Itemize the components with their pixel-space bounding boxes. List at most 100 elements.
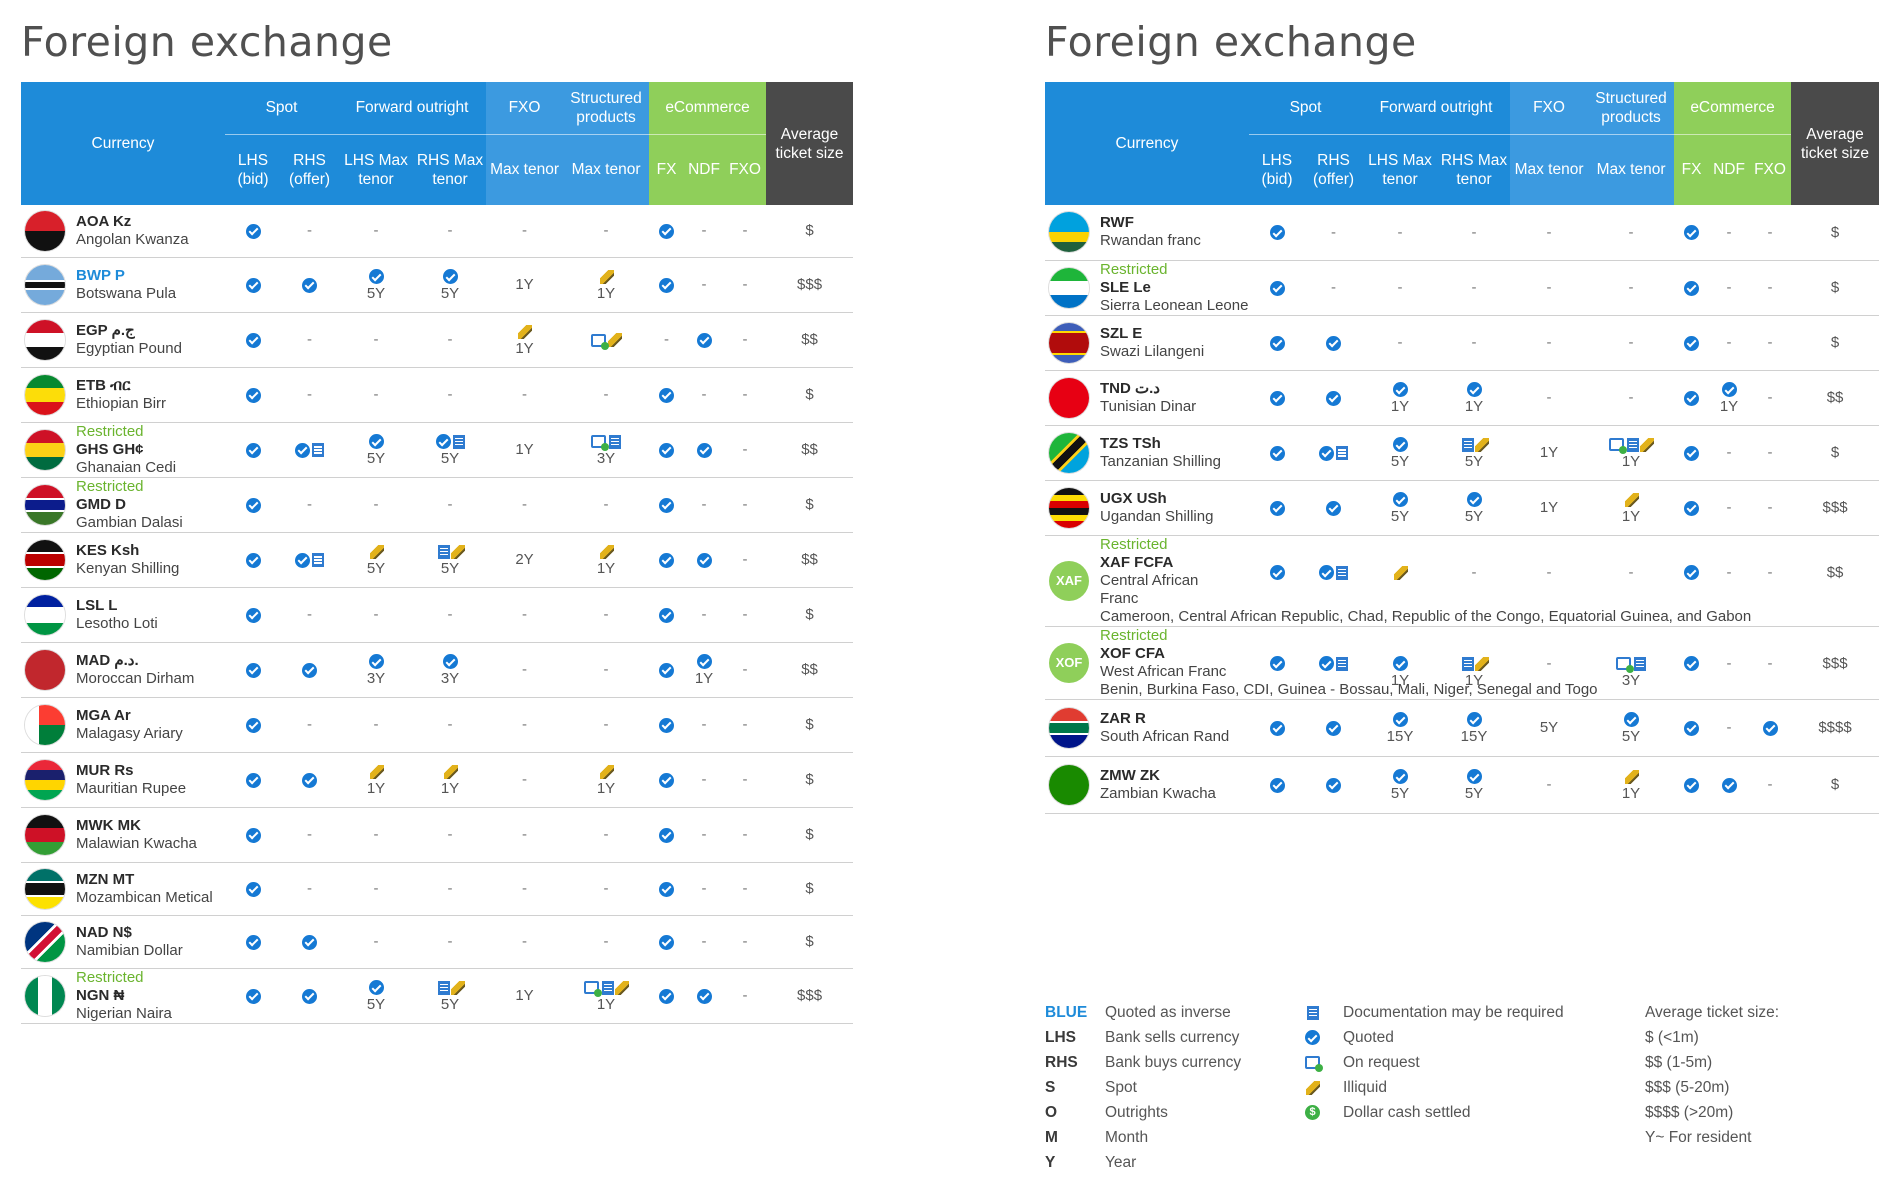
header-spot: Spot	[1249, 82, 1363, 135]
header-fxo-tenor: Max tenor	[1510, 134, 1589, 205]
quoted-check-icon	[696, 442, 712, 458]
empty-dash: -	[1767, 389, 1773, 406]
quoted-check-icon	[1269, 445, 1285, 461]
tenor-label: 5Y	[1464, 452, 1484, 470]
empty-dash: -	[373, 826, 379, 843]
value-cell: 1Y	[1510, 480, 1589, 536]
flag-icon	[25, 921, 65, 962]
restricted-label: Restricted	[1100, 260, 1168, 278]
quoted-check-icon	[245, 717, 261, 733]
tenor-label: 1Y	[1539, 444, 1559, 461]
table-row: XOF Restricted XOF CFA West African Franc Be…	[1045, 626, 1880, 700]
table-row: Restricted GHS GH¢ Ghanaian Cedi 5Y 5Y 1Y 3Y - $…	[21, 422, 854, 478]
value-cell: -	[338, 477, 415, 533]
value-cell	[649, 587, 685, 643]
table-row: LSL L Lesotho Loti - - - - - - - $	[21, 587, 854, 643]
value-cell: $	[766, 367, 854, 423]
illiquid-icon	[1474, 656, 1489, 671]
header-forward: Forward outright	[338, 82, 487, 135]
currency-cell: ETB ብር Ethiopian Birr	[21, 367, 225, 423]
value-cell: -	[563, 205, 650, 258]
value-cell: -	[1709, 480, 1750, 536]
value-cell	[225, 205, 281, 258]
value-cell: -	[414, 477, 487, 533]
currency-name: Tunisian Dinar	[1100, 397, 1197, 415]
tenor-label: 1Y	[1464, 671, 1484, 689]
legend-desc: Month	[1105, 1129, 1149, 1146]
value-cell	[281, 422, 339, 478]
value-cell	[225, 862, 281, 916]
currency-name: Namibian Dollar	[76, 941, 183, 959]
currency-cell: AOA Kz Angolan Kwanza	[21, 205, 225, 258]
value-cell: 5Y	[338, 968, 415, 1024]
value-cell	[281, 642, 339, 698]
empty-dash: -	[447, 222, 453, 240]
table-header: Currency Spot Forward outright FXO Struc…	[1045, 82, 1880, 205]
quoted-check-icon	[245, 772, 261, 788]
header-sp-tenor: Max tenor	[1588, 134, 1675, 205]
empty-dash: -	[373, 716, 379, 733]
currency-code: XAF FCFA	[1100, 553, 1174, 571]
value-cell: 15Y	[1362, 699, 1439, 757]
value-cell: -	[1749, 626, 1792, 700]
empty-dash: -	[742, 331, 748, 348]
empty-dash: -	[1546, 563, 1552, 581]
value-cell	[1249, 315, 1305, 371]
value-cell	[1674, 315, 1710, 371]
value-cell	[1249, 370, 1305, 426]
empty-dash: -	[447, 606, 453, 623]
value-cell: -	[1362, 260, 1439, 316]
empty-dash: -	[1397, 223, 1403, 241]
quoted-check-icon	[696, 332, 712, 348]
quoted-check-icon	[245, 552, 261, 568]
quoted-check-icon	[1326, 777, 1341, 793]
quoted-check-icon	[659, 607, 675, 623]
header-fxo: FXO	[1510, 82, 1589, 135]
empty-dash: -	[447, 496, 453, 513]
value-cell: $$$	[1791, 480, 1880, 536]
value-cell: -	[563, 862, 650, 916]
empty-dash: -	[701, 880, 707, 897]
table-header: Currency Spot Forward outright FXO Struc…	[21, 82, 854, 205]
value-cell: 1Y	[486, 312, 564, 368]
flag-icon	[25, 539, 65, 580]
value-cell: -	[1588, 315, 1675, 371]
header-spot: Spot	[225, 82, 339, 135]
quoted-check-icon	[1269, 656, 1285, 672]
empty-dash: -	[742, 386, 748, 403]
table-row: XAF Restricted XAF FCFA Central African Fra…	[1045, 535, 1880, 627]
empty-dash: -	[447, 331, 453, 348]
value-cell: 1Y	[486, 422, 564, 478]
value-cell: -	[724, 915, 767, 969]
value-cell	[281, 968, 339, 1024]
tenor-label: 3Y	[1621, 671, 1641, 689]
empty-dash: -	[373, 386, 379, 403]
ticket-size: $$$	[797, 276, 823, 293]
tenor-label: 1Y	[515, 987, 534, 1004]
legend-desc: Quoted as inverse	[1105, 1004, 1231, 1021]
flag-icon	[25, 319, 65, 360]
tenor-label: 5Y	[366, 284, 386, 302]
empty-dash: -	[603, 933, 609, 950]
header-ndf: NDF	[684, 134, 725, 205]
value-cell: -	[338, 587, 415, 643]
value-cell: -	[724, 968, 767, 1024]
empty-dash: -	[1767, 279, 1773, 296]
quoted-check-icon	[245, 827, 261, 843]
value-cell	[1249, 425, 1305, 481]
value-cell: -	[281, 587, 339, 643]
value-cell: -	[563, 477, 650, 533]
value-cell: $$$	[766, 257, 854, 313]
legend-item: Y~ For resident	[1645, 1129, 1752, 1146]
value-cell	[225, 367, 281, 423]
currency-code: KES Ksh	[76, 541, 140, 559]
table-row: ETB ብር Ethiopian Birr - - - - - - - $	[21, 367, 854, 423]
header-lhs-max: LHS Max tenor	[1362, 134, 1439, 205]
quoted-check-icon	[302, 772, 317, 788]
page-title-left: Foreign exchange	[21, 18, 393, 66]
value-cell: -	[338, 205, 415, 258]
quoted-check-icon	[659, 223, 675, 239]
value-cell: -	[281, 477, 339, 533]
value-cell: -	[1709, 626, 1750, 700]
value-cell: -	[724, 642, 767, 698]
